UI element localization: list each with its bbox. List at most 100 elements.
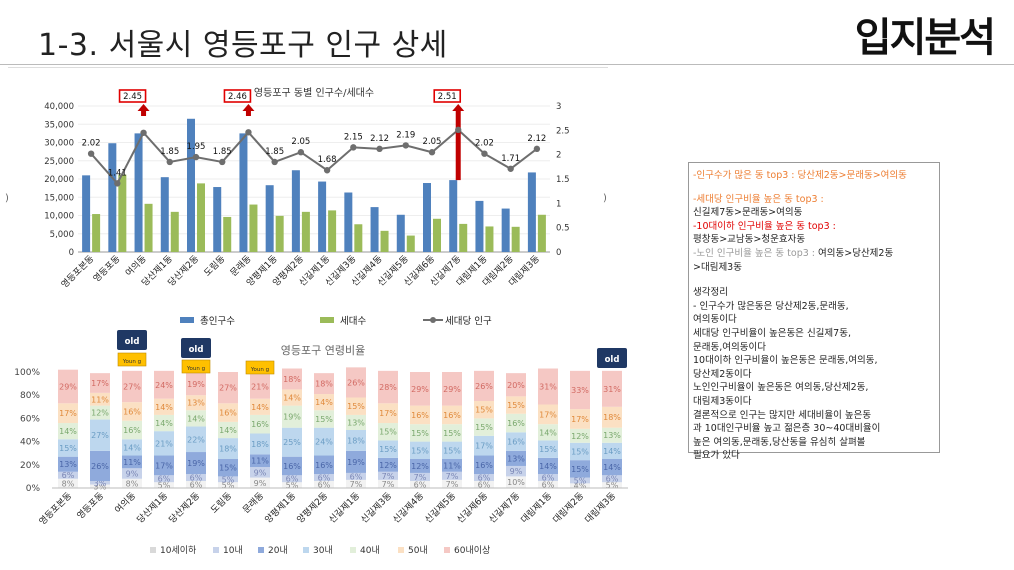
data-label-box	[118, 89, 147, 103]
stacked-segment	[506, 413, 526, 433]
stacked-segment	[442, 372, 462, 406]
segment-label: 9%	[126, 470, 139, 479]
bar-households	[301, 211, 310, 252]
segment-label: 28%	[379, 383, 397, 392]
segment-label: 7%	[446, 480, 459, 489]
segment-label: 6%	[318, 474, 331, 483]
y-tick-label: 25,000	[44, 157, 74, 167]
segment-label: 11%	[123, 458, 141, 467]
line-point	[297, 149, 305, 156]
segment-label: 16%	[283, 462, 301, 471]
segment-label: 16%	[123, 407, 141, 416]
line-point	[87, 150, 95, 157]
summary-line: - 인구수가 많은동은 당산제2동,문래동,	[693, 300, 849, 312]
bar-households	[223, 216, 232, 252]
segment-label: 8%	[62, 479, 75, 488]
segment-label: 26%	[91, 462, 109, 471]
x-tick-label: 영등포본동	[59, 253, 96, 290]
y-tick-label: 100%	[14, 368, 40, 378]
stacked-segment	[186, 373, 206, 396]
line-point	[376, 145, 383, 153]
x-tick-label: 문래동	[228, 253, 253, 278]
summary-line: 세대당 인구비율이 높은동은 신길제7동,	[693, 327, 851, 339]
line-point	[481, 150, 488, 157]
stacked-segment	[570, 442, 590, 461]
analysis-notes: -인구수가 많은 동 top3 : 당산제2동>문래동>여의동 -세대당 인구비…	[688, 162, 940, 461]
stacked-segment	[442, 471, 462, 480]
bar-total-population	[239, 133, 248, 252]
segment-label: 9%	[254, 479, 267, 488]
segment-label: 6%	[190, 474, 203, 483]
y-tick-label: 15,000	[44, 193, 74, 203]
x-tick-label: 신길제3동	[359, 490, 394, 525]
legend-label: 10세이하	[160, 545, 197, 556]
note-youth-ratio: -10대이하 인구비율 높은 동 top3 :	[693, 220, 836, 232]
segment-label: 15%	[59, 444, 77, 453]
x-tick-label: 양평제1동	[263, 490, 298, 525]
data-label: 1.85	[213, 147, 232, 157]
stacked-segment	[90, 450, 110, 482]
stacked-segment	[282, 482, 302, 488]
segment-label: 17%	[59, 409, 77, 418]
segment-label: 6%	[286, 475, 299, 484]
segment-label: 15%	[315, 415, 333, 424]
legend-label: 총인구수	[200, 316, 235, 327]
segment-label: 27%	[91, 431, 109, 440]
frame-handle-left[interactable]: )	[5, 193, 9, 204]
segment-label: 22%	[187, 435, 205, 444]
legend-swatch	[180, 317, 194, 323]
stacked-segment	[410, 481, 430, 488]
frame-handle-right[interactable]: )	[603, 193, 607, 204]
y-tick-label: 30,000	[44, 139, 74, 149]
segment-label: 6%	[478, 474, 491, 483]
x-tick-label: 도림동	[208, 490, 234, 516]
x-tick-label: 여의동	[123, 253, 149, 279]
stacked-segment	[538, 368, 558, 405]
segment-label: 6%	[190, 481, 203, 490]
stacked-segment	[378, 479, 398, 488]
bar-households	[92, 214, 101, 252]
summary-line: 노인인구비율이 높은동은 여의동,당산제2동,	[693, 382, 869, 394]
stacked-segment	[410, 459, 430, 473]
stacked-segment	[410, 472, 430, 482]
segment-label: 11%	[91, 395, 109, 404]
bar-households	[380, 230, 389, 252]
segment-label: 12%	[571, 432, 589, 441]
y-tick-label: 20,000	[44, 175, 74, 185]
badge-young	[117, 352, 147, 367]
chart-title: 영등포구 동별 인구수/세대수	[254, 87, 374, 99]
segment-label: 5%	[222, 481, 235, 490]
segment-label: 6%	[350, 472, 363, 481]
segment-label: 17%	[539, 410, 557, 419]
segment-label: 6%	[414, 481, 427, 490]
stacked-segment	[570, 409, 590, 429]
data-label: 2.15	[344, 132, 363, 142]
brand-logo: 입지분석	[854, 15, 996, 61]
segment-label: 5%	[286, 481, 299, 490]
segment-label: 16%	[475, 461, 493, 470]
x-tick-label: 신길제6동	[455, 490, 490, 525]
stacked-segment	[218, 403, 238, 422]
stacked-segment	[186, 426, 206, 453]
line-point	[192, 153, 200, 161]
stacked-segment	[506, 465, 526, 477]
summary-line: 문래동,여의동이다	[693, 341, 766, 353]
data-label: 1.41	[108, 168, 127, 178]
stacked-segment	[602, 406, 622, 428]
x-tick-label: 여의동	[112, 490, 138, 516]
note-household-ratio: -세대당 인구비율 높은 동 top3 :	[693, 193, 824, 205]
segment-label: 15%	[347, 402, 365, 411]
segment-label: 20%	[507, 381, 525, 390]
summary-line: 생각정리	[693, 287, 728, 299]
segment-label: 7%	[446, 472, 459, 481]
stacked-segment	[474, 370, 494, 401]
segment-label: 14%	[315, 398, 333, 407]
badge-young-label: Youn g	[250, 367, 269, 373]
segment-label: 24%	[155, 381, 173, 390]
stacked-segment	[570, 428, 590, 443]
note-household-ratio-list: 신길제7동>문래동>여의동	[693, 207, 803, 219]
legend-swatch	[350, 547, 356, 553]
segment-label: 16%	[411, 411, 429, 420]
segment-label: 12%	[411, 462, 429, 471]
x-tick-label: 신길제7동	[487, 490, 522, 525]
